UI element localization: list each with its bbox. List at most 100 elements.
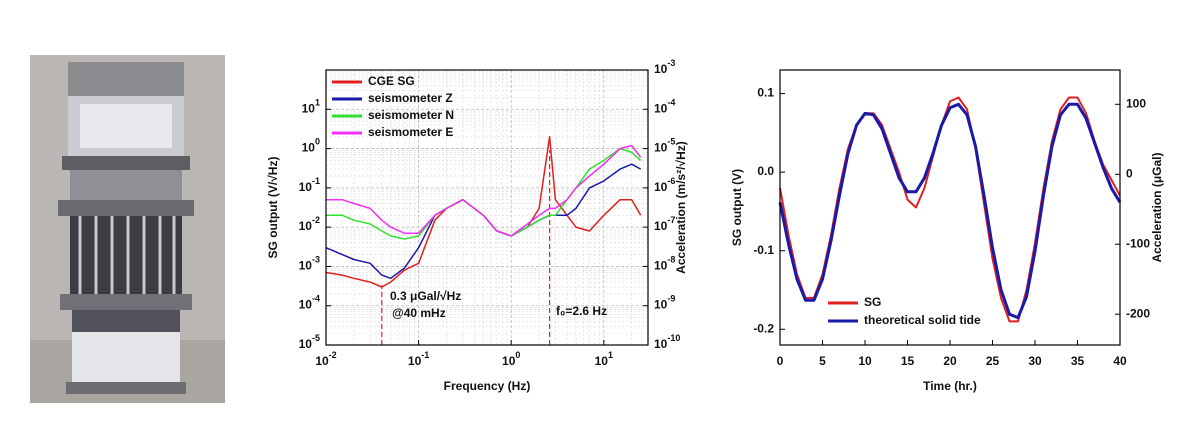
tick-exponent: 0 (515, 350, 520, 360)
x-tick-label: 40 (1113, 354, 1127, 368)
y2-tick-label: 10-9 (654, 294, 675, 312)
tick-base: 10 (408, 354, 422, 368)
y-tick-label: 10-4 (299, 294, 320, 312)
x-tick-label: 0 (777, 354, 784, 368)
x-tick-label: 10-2 (315, 350, 336, 368)
x-tick-label: 100 (502, 350, 520, 368)
cylinder-top (68, 62, 184, 96)
tick-exponent: -10 (667, 333, 680, 343)
y2-axis-label: Acceleration (m/s²/√Hz) (674, 141, 688, 274)
flange (58, 200, 194, 216)
tick-exponent: -9 (667, 294, 675, 304)
y-tick-label: 10-2 (299, 216, 320, 234)
x-tick-label: 15 (901, 354, 915, 368)
tick-exponent: -3 (667, 58, 675, 68)
y2-tick-label: 10-6 (654, 176, 675, 194)
y2-tick-label: 10-10 (654, 333, 680, 351)
cage (70, 216, 182, 294)
tick-base: 10 (654, 180, 668, 194)
y-axis-label: SG output (V) (730, 169, 744, 246)
x-axis-label: Frequency (Hz) (444, 379, 531, 393)
tick-base: 10 (299, 337, 313, 351)
tick-exponent: -1 (312, 176, 320, 186)
annotation: 0.3 μGal/√Hz (390, 289, 461, 303)
legend-label: CGE SG (368, 74, 415, 88)
legend-label: seismometer N (368, 108, 454, 122)
tick-base: 10 (595, 354, 609, 368)
series-line (779, 96, 1121, 323)
tick-exponent: -1 (421, 350, 429, 360)
tick-exponent: -3 (312, 255, 320, 265)
tick-exponent: -4 (312, 294, 320, 304)
x-tick-label: 25 (986, 354, 1000, 368)
x-tick-label: 20 (943, 354, 957, 368)
y-tick-label: 0.1 (757, 86, 774, 100)
x-axis-label: Time (hr.) (923, 379, 977, 393)
ring (70, 170, 182, 200)
y-tick-label: 10-5 (299, 333, 320, 351)
y2-tick-label: 10-8 (654, 255, 675, 273)
tick-base: 10 (654, 101, 668, 115)
series-line (778, 102, 1122, 320)
tick-exponent: -8 (667, 255, 675, 265)
tick-base: 10 (654, 337, 668, 351)
tick-exponent: -2 (329, 350, 337, 360)
photo (30, 55, 225, 403)
y-tick-label: 0.0 (757, 164, 774, 178)
y2-tick-label: -200 (1126, 306, 1150, 320)
y2-tick-label: 100 (1126, 96, 1146, 110)
tick-base: 10 (654, 219, 668, 233)
tick-base: 10 (299, 259, 313, 273)
base (66, 382, 186, 394)
tick-base: 10 (302, 101, 316, 115)
tick-base: 10 (299, 180, 313, 194)
annotation: f₀=2.6 Hz (556, 304, 607, 318)
tick-base: 10 (654, 298, 668, 312)
tick-exponent: -4 (667, 98, 675, 108)
tick-exponent: -2 (312, 216, 320, 226)
y2-tick-label: 10-7 (654, 216, 675, 234)
x-tick-label: 30 (1028, 354, 1042, 368)
tick-exponent: -6 (667, 176, 675, 186)
tick-base: 10 (299, 298, 313, 312)
ring (72, 310, 180, 332)
tick-base: 10 (299, 219, 313, 233)
tick-base: 10 (654, 259, 668, 273)
tick-exponent: -5 (312, 333, 320, 343)
tick-base: 10 (654, 141, 668, 155)
x-tick-label: 35 (1071, 354, 1085, 368)
y2-axis-label: Acceleration (μGal) (1150, 152, 1164, 262)
plot-frame (325, 69, 649, 346)
tick-base: 10 (654, 62, 668, 76)
y-tick-label: -0.2 (753, 321, 774, 335)
legend-label: seismometer Z (368, 91, 453, 105)
cage-rods (78, 216, 176, 294)
y-axis-label: SG output (V/√Hz) (266, 157, 280, 259)
tick-base: 10 (302, 141, 316, 155)
cylinder-bottom (72, 332, 180, 382)
y2-tick-label: 10-4 (654, 98, 675, 116)
tick-base: 0.0 (757, 164, 774, 178)
tick-exponent: 1 (315, 98, 320, 108)
series-line (326, 144, 642, 237)
y-tick-label: 10-3 (299, 255, 320, 273)
y2-tick-label: 10-3 (654, 58, 675, 76)
legend-label: theoretical solid tide (864, 313, 981, 327)
annotation: @40 mHz (392, 306, 446, 320)
cylinder-shine (80, 104, 172, 148)
tick-base: 10 (502, 354, 516, 368)
y-tick-label: 10-1 (299, 176, 320, 194)
x-tick-label: 10 (858, 354, 872, 368)
x-tick-label: 5 (819, 354, 826, 368)
x-tick-label: 101 (595, 350, 613, 368)
y-tick-label: -0.1 (753, 243, 774, 257)
y-tick-label: 101 (302, 98, 320, 116)
flange (62, 156, 190, 170)
plot-frame (779, 69, 1121, 346)
y2-tick-label: -100 (1126, 236, 1150, 250)
y-tick-label: 100 (302, 137, 320, 155)
y2-tick-label: 10-5 (654, 137, 675, 155)
tick-exponent: 0 (315, 137, 320, 147)
legend-label: SG (864, 295, 881, 309)
